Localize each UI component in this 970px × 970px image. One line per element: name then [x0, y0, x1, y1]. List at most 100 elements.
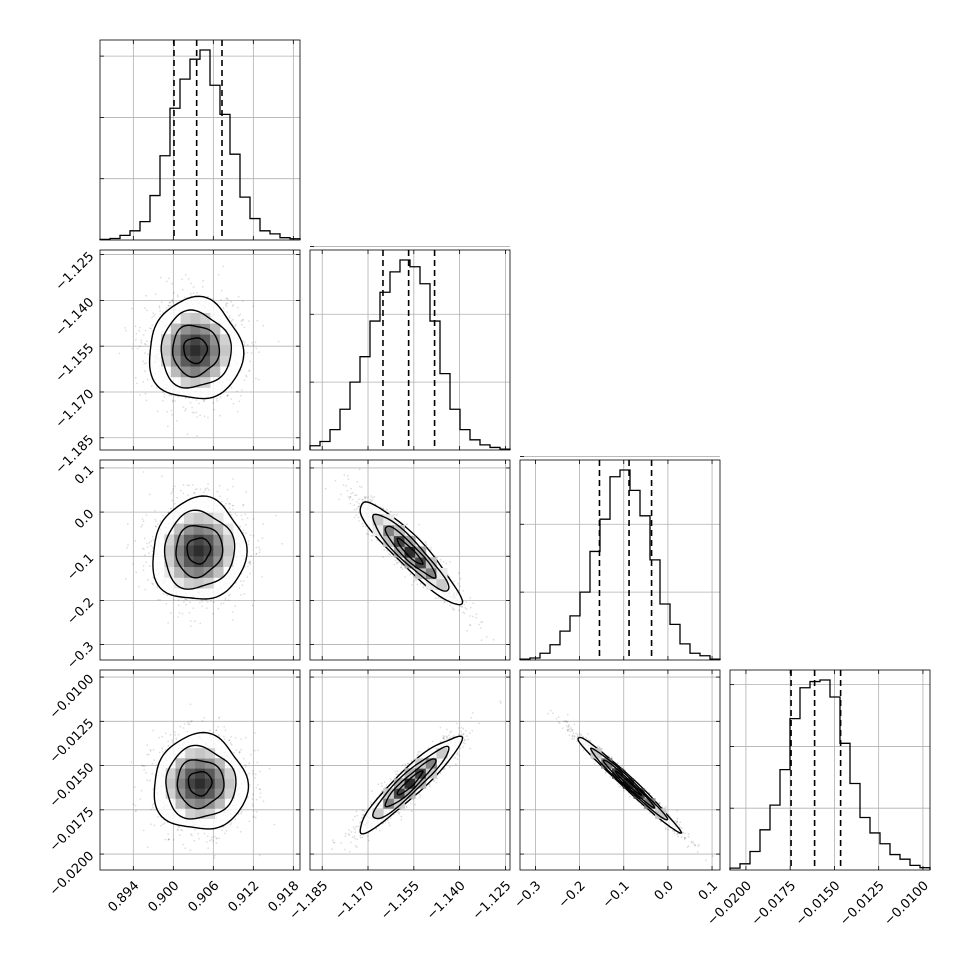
sample-point	[196, 488, 198, 490]
sample-point	[223, 738, 226, 741]
sample-point	[234, 605, 237, 608]
sample-point	[367, 496, 369, 498]
sample-point	[200, 599, 203, 602]
histogram-panel-0	[99, 39, 301, 241]
histogram-step	[309, 259, 511, 450]
density-block	[223, 534, 234, 546]
sample-point	[247, 543, 250, 546]
sample-point	[138, 585, 140, 588]
density-block	[170, 344, 182, 356]
sample-point	[171, 299, 174, 302]
sample-point	[150, 544, 152, 547]
sample-point	[152, 788, 155, 791]
sample-point	[222, 602, 225, 604]
sample-point	[478, 623, 481, 626]
sample-point	[231, 485, 234, 488]
sample-point	[461, 606, 464, 608]
sample-point	[373, 495, 376, 498]
sample-point	[261, 537, 264, 540]
sample-point	[475, 613, 478, 616]
sample-point	[199, 622, 202, 625]
sample-point	[250, 555, 253, 557]
sample-point	[352, 491, 354, 494]
sample-point	[245, 374, 248, 377]
sample-point	[257, 539, 259, 542]
histogram-panel-2	[519, 456, 721, 661]
density-block	[200, 334, 211, 346]
sample-point	[219, 396, 222, 399]
sample-point	[156, 586, 159, 589]
density-block	[223, 545, 234, 557]
sample-point	[415, 579, 417, 581]
sample-point	[160, 301, 163, 304]
sample-point	[142, 334, 145, 336]
sample-point	[220, 289, 223, 292]
scatter-panel-2-1	[309, 459, 511, 661]
sample-point	[206, 607, 208, 609]
sample-point	[189, 292, 192, 295]
sample-point	[154, 525, 157, 527]
sample-point	[353, 516, 356, 519]
sample-point	[389, 510, 392, 513]
histogram-step	[519, 469, 721, 660]
sample-point	[245, 532, 247, 535]
sample-point	[469, 624, 472, 627]
sample-point	[246, 517, 249, 520]
sample-point	[147, 353, 150, 355]
sample-point	[177, 599, 180, 601]
sample-point	[242, 580, 245, 582]
density-block	[183, 555, 195, 568]
sample-point	[386, 549, 389, 552]
contour-line	[160, 309, 233, 389]
contour-line	[175, 524, 224, 579]
sample-point	[213, 854, 216, 857]
sample-point	[242, 529, 245, 532]
sample-point	[351, 498, 354, 501]
sample-point	[231, 318, 234, 321]
sample-point	[139, 394, 141, 396]
sample-point	[142, 360, 144, 363]
sample-point	[144, 588, 147, 591]
sample-point	[472, 602, 475, 605]
sample-point	[151, 316, 154, 319]
sample-point	[145, 362, 147, 364]
sample-point	[244, 513, 247, 516]
sample-point	[181, 829, 184, 832]
sample-point	[191, 406, 194, 409]
sample-point	[453, 580, 456, 583]
sample-point	[220, 602, 223, 605]
sample-point	[465, 608, 468, 610]
density-block	[193, 577, 204, 589]
density-block	[415, 567, 427, 580]
sample-point	[146, 309, 148, 312]
sample-point	[243, 344, 246, 347]
sample-point	[155, 525, 158, 528]
sample-point	[435, 597, 437, 600]
sample-point	[429, 549, 432, 551]
density-block	[425, 567, 437, 580]
sample-point	[388, 553, 391, 555]
sample-point	[181, 278, 184, 281]
sample-point	[216, 490, 219, 493]
sample-point	[195, 411, 198, 414]
sample-point	[342, 484, 345, 486]
sample-point	[401, 568, 404, 571]
sample-point	[230, 386, 233, 389]
sample-point	[230, 300, 232, 303]
sample-point	[358, 520, 360, 522]
sample-point	[255, 347, 258, 350]
sample-point	[419, 582, 422, 585]
sample-point	[238, 314, 240, 317]
histogram-panel-1	[309, 246, 511, 451]
sample-point	[132, 803, 135, 806]
sample-point	[240, 594, 242, 596]
sample-point	[166, 594, 169, 597]
sample-point	[245, 491, 248, 494]
sample-point	[194, 488, 197, 491]
sample-point	[230, 398, 233, 400]
sample-point	[156, 523, 159, 525]
sample-point	[232, 304, 235, 306]
sample-point	[186, 730, 189, 733]
sample-point	[218, 717, 220, 720]
sample-point	[347, 495, 350, 498]
